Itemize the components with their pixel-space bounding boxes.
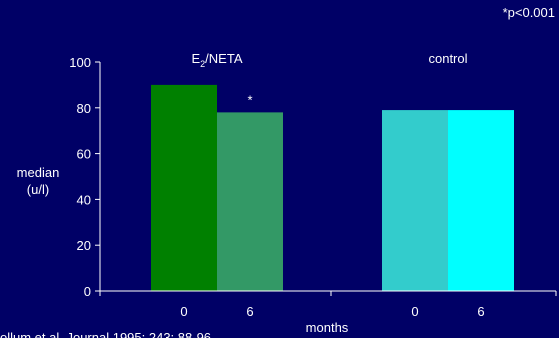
significance-note: *p<0.001 <box>503 5 555 20</box>
y-tick-label: 100 <box>69 55 91 70</box>
y-axis-label: median <box>17 165 60 180</box>
bar-1-6 <box>217 112 283 291</box>
y-tick-label: 40 <box>77 192 91 207</box>
y-tick-label: 0 <box>84 284 91 299</box>
bar-2-0 <box>382 110 448 291</box>
x-tick-label: 6 <box>477 304 484 319</box>
x-tick-label: 6 <box>246 304 253 319</box>
axes-layer <box>95 61 557 296</box>
y-tick-label: 20 <box>77 238 91 253</box>
y-tick-label: 60 <box>77 147 91 162</box>
y-tick-label: 80 <box>77 101 91 116</box>
bar-annotation: * <box>247 92 252 107</box>
x-tick-label: 0 <box>180 304 187 319</box>
footnote: ollum et al. Journal 1995; 243: 88-96 <box>0 330 211 338</box>
bar-1-0 <box>151 84 217 292</box>
group-label: control <box>428 51 467 66</box>
x-axis-label: months <box>306 320 349 335</box>
bar-2-6 <box>448 110 514 291</box>
text-layer: 0 * 6 E2/NETA 0 6 control 0 20 40 60 80 100 median (u/… <box>0 5 555 338</box>
group-label: E2/NETA <box>191 51 242 69</box>
bars-layer <box>151 84 514 292</box>
x-tick-label: 0 <box>411 304 418 319</box>
y-axis-label: (u/l) <box>27 182 49 197</box>
